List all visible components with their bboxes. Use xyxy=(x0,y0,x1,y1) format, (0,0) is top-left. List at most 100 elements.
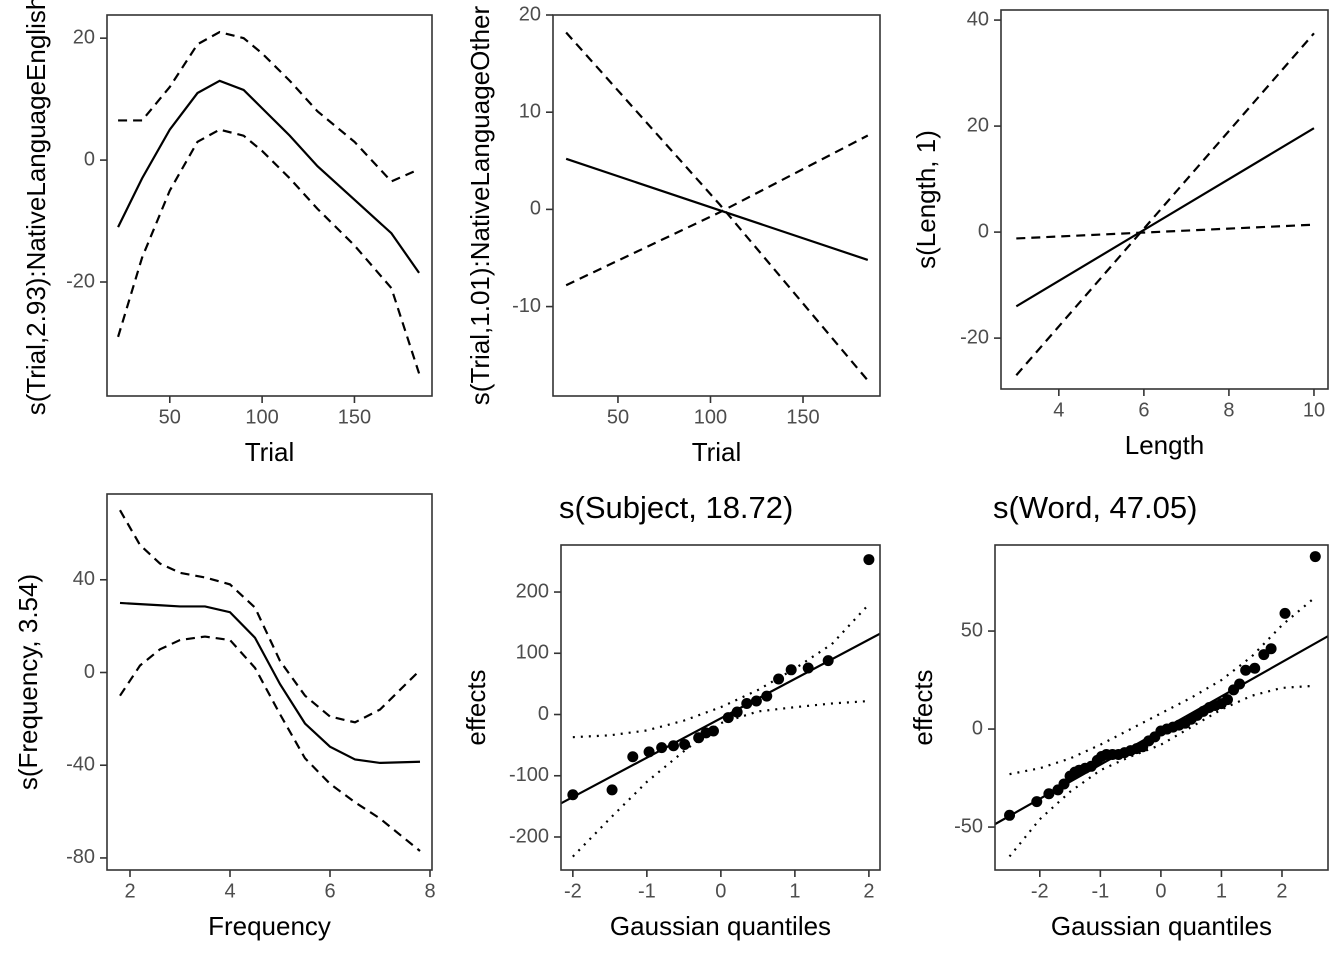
y-tick-label: 0 xyxy=(978,220,989,242)
x-tick-label: 2 xyxy=(124,880,135,902)
solid-line xyxy=(1015,127,1315,308)
x-tick-label: 100 xyxy=(245,406,278,428)
x-tick-label: 2 xyxy=(1276,880,1287,902)
y-tick-label: -200 xyxy=(509,825,549,847)
x-tick-label: 4 xyxy=(1053,399,1064,421)
point xyxy=(1309,551,1321,563)
y-tick-label: -50 xyxy=(954,815,983,837)
point xyxy=(1249,662,1261,674)
x-tick-label: 100 xyxy=(694,406,727,428)
y-tick-label: 100 xyxy=(516,642,549,664)
y-tick-label: -20 xyxy=(960,326,989,348)
plot-area xyxy=(561,554,880,858)
point xyxy=(1240,664,1252,676)
y-tick-label: 0 xyxy=(530,198,541,220)
plot-border xyxy=(552,14,881,397)
y-axis-title: effects xyxy=(461,669,491,745)
point xyxy=(863,554,875,566)
y-tick-label: 40 xyxy=(967,8,989,30)
x-axis-title: Trial xyxy=(245,437,295,467)
x-tick-label: 0 xyxy=(715,880,726,902)
dotted-line xyxy=(572,603,870,739)
x-axis-title: Length xyxy=(1125,430,1205,460)
x-tick-label: 10 xyxy=(1303,399,1325,421)
y-tick-label: 0 xyxy=(538,703,549,725)
panel-title: s(Word, 47.05) xyxy=(993,490,1197,525)
plot-border xyxy=(106,493,433,871)
y-tick-label: 40 xyxy=(73,568,95,590)
y-tick-label: -10 xyxy=(512,295,541,317)
x-tick-label: -1 xyxy=(1091,880,1109,902)
y-tick-label: 10 xyxy=(519,100,541,122)
solid-line xyxy=(117,79,420,274)
x-tick-label: 8 xyxy=(1223,399,1234,421)
point xyxy=(679,739,691,751)
y-tick-label: 50 xyxy=(961,619,983,641)
x-tick-label: -2 xyxy=(1031,880,1049,902)
plot-area xyxy=(565,31,869,382)
plot-area xyxy=(117,30,421,374)
y-tick-label: -100 xyxy=(509,764,549,786)
panel: 4 6 8 10 40 20 0 -20 Length s(Length, 1) xyxy=(911,8,1329,460)
y-axis-title: s(Frequency, 3.54) xyxy=(13,574,43,790)
x-axis-title: Gaussian quantiles xyxy=(610,911,831,941)
dashed-line xyxy=(1016,223,1315,240)
y-tick-label: 0 xyxy=(972,717,983,739)
x-tick-label: 8 xyxy=(424,880,435,902)
y-tick-label: 20 xyxy=(519,3,541,25)
solid-line xyxy=(995,635,1328,826)
point xyxy=(785,664,797,676)
solid-line xyxy=(561,632,880,805)
panel: 50 100 150200-20Trials(Trial,2.93):NativeL… xyxy=(21,0,433,467)
x-axis-title: Gaussian quantiles xyxy=(1051,911,1272,941)
panel-title: s(Subject, 18.72) xyxy=(559,490,793,525)
x-tick-label: 2 xyxy=(863,880,874,902)
plot-area xyxy=(995,551,1328,858)
solid-line xyxy=(565,157,869,261)
plot-area xyxy=(119,509,421,852)
dotted-line xyxy=(572,699,869,858)
x-tick-label: 50 xyxy=(159,406,181,428)
y-tick-label: -20 xyxy=(66,270,95,292)
dashed-line xyxy=(117,128,421,374)
dashed-line xyxy=(119,635,421,852)
y-tick-label: 20 xyxy=(967,114,989,136)
plot-border xyxy=(560,544,881,871)
point xyxy=(1221,694,1233,706)
x-axis-title: Frequency xyxy=(208,911,331,941)
y-axis-title: s(Trial,1.01):NativeLanguageOther xyxy=(465,5,495,405)
dotted-line xyxy=(1008,684,1313,858)
dashed-line xyxy=(119,509,421,724)
panel: 50 100 15020100-10Trials(Trial,1.01):Nativ… xyxy=(465,3,881,467)
x-tick-label: 4 xyxy=(224,880,235,902)
plot-area xyxy=(1015,32,1315,376)
dotted-line xyxy=(1009,598,1313,776)
y-tick-label: 0 xyxy=(84,661,95,683)
y-tick-label: 20 xyxy=(73,26,95,48)
point xyxy=(1279,607,1291,619)
x-tick-label: -2 xyxy=(564,880,582,902)
x-axis-title: Trial xyxy=(692,437,742,467)
y-axis-title: s(Length, 1) xyxy=(911,130,941,269)
x-tick-label: 1 xyxy=(789,880,800,902)
y-tick-label: -40 xyxy=(66,754,95,776)
point xyxy=(1265,643,1277,655)
x-tick-label: 6 xyxy=(324,880,335,902)
x-tick-label: 6 xyxy=(1138,399,1149,421)
dashed-line xyxy=(565,31,869,382)
x-tick-label: -1 xyxy=(638,880,656,902)
plot-border xyxy=(994,544,1329,871)
y-tick-label: -80 xyxy=(66,846,95,868)
point xyxy=(707,725,719,737)
dashed-line xyxy=(118,30,420,183)
y-tick-label: 200 xyxy=(516,580,549,602)
y-axis-title: s(Trial,2.93):NativeLanguageEnglish xyxy=(21,0,51,415)
y-tick-label: 0 xyxy=(84,148,95,170)
plot-border xyxy=(106,14,433,397)
panel: -2 -1 0 1 2 200 100 0 -100 -200 Gaussian quantiles… xyxy=(461,490,881,941)
panel: -2 -1 0 1 2 50 0 -50 Gaussian quantiles effects s(… xyxy=(908,490,1329,941)
x-tick-label: 150 xyxy=(786,406,819,428)
point xyxy=(606,784,618,796)
x-tick-label: 50 xyxy=(607,406,629,428)
